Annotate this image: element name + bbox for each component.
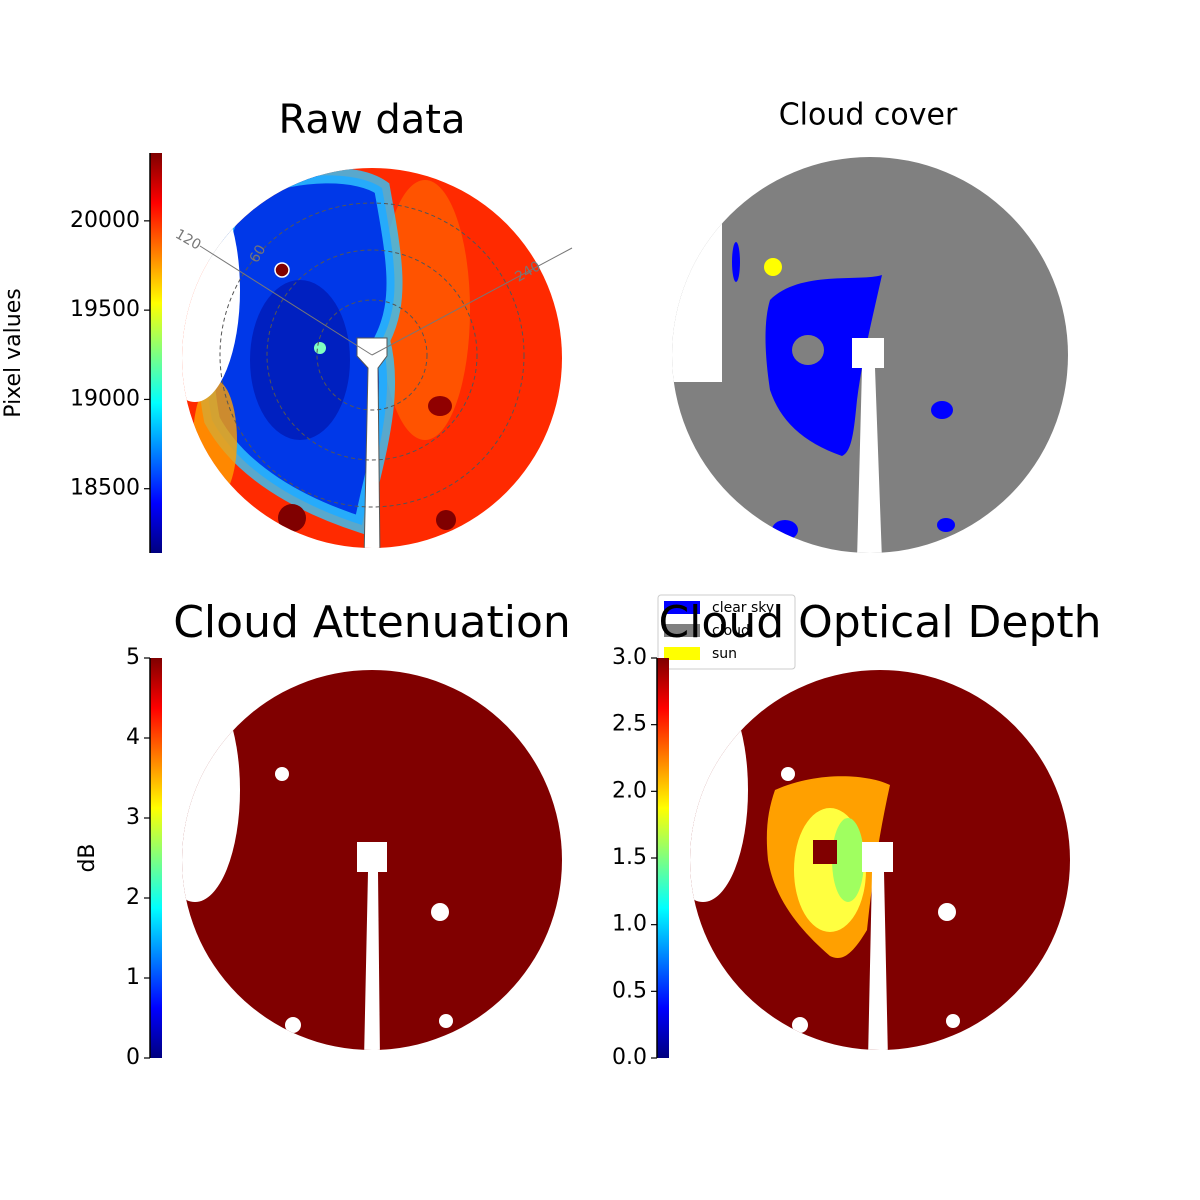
y-tick-label: 3.0 <box>612 645 647 670</box>
y-tick-label: 18500 <box>70 476 140 501</box>
panel-title: Cloud cover <box>779 98 958 133</box>
y-tick-label: 0 <box>126 1045 140 1070</box>
y-tick-label: 1.0 <box>612 912 647 937</box>
y-tick-label: 1.5 <box>612 845 647 870</box>
panel-title: Cloud Attenuation <box>173 597 571 648</box>
legend-swatch <box>664 624 700 637</box>
legend-label: clear sky <box>712 600 774 616</box>
y-tick-label: 2.5 <box>612 712 647 737</box>
colorbar <box>150 658 162 1058</box>
legend-swatch <box>664 647 700 660</box>
y-tick-label: 1 <box>126 965 140 990</box>
y-tick-label: 19000 <box>70 386 140 411</box>
y-tick-label: 0.0 <box>612 1045 647 1070</box>
y-tick-label: 20000 <box>70 208 140 233</box>
colorbar <box>150 153 162 553</box>
polar-label: 120 <box>172 226 203 253</box>
cloud-cover-image <box>672 157 1068 553</box>
y-tick-label: 2 <box>126 885 140 910</box>
legend-label: cloud <box>712 623 750 639</box>
polar-label: 60 <box>247 242 270 265</box>
y-tick-label: 3 <box>126 805 140 830</box>
y-tick-label: 4 <box>126 725 140 750</box>
panel-title: Raw data <box>279 97 466 143</box>
y-tick-label: 0.5 <box>612 978 647 1003</box>
legend-swatch <box>664 601 700 614</box>
y-axis-label: dB <box>75 843 100 872</box>
raw-image <box>182 168 562 548</box>
attenuation-image <box>182 670 562 1050</box>
optical-depth-image <box>690 670 1070 1050</box>
y-tick-label: 2.0 <box>612 778 647 803</box>
panel-title: Cloud Optical Depth <box>658 597 1101 648</box>
y-tick-label: 19500 <box>70 297 140 322</box>
colorbar <box>657 658 669 1058</box>
polar-grid <box>219 202 525 508</box>
y-tick-label: 5 <box>126 645 140 670</box>
polar-axes <box>199 245 573 356</box>
y-axis-label: Pixel values <box>1 288 26 417</box>
legend-label: sun <box>712 646 737 662</box>
